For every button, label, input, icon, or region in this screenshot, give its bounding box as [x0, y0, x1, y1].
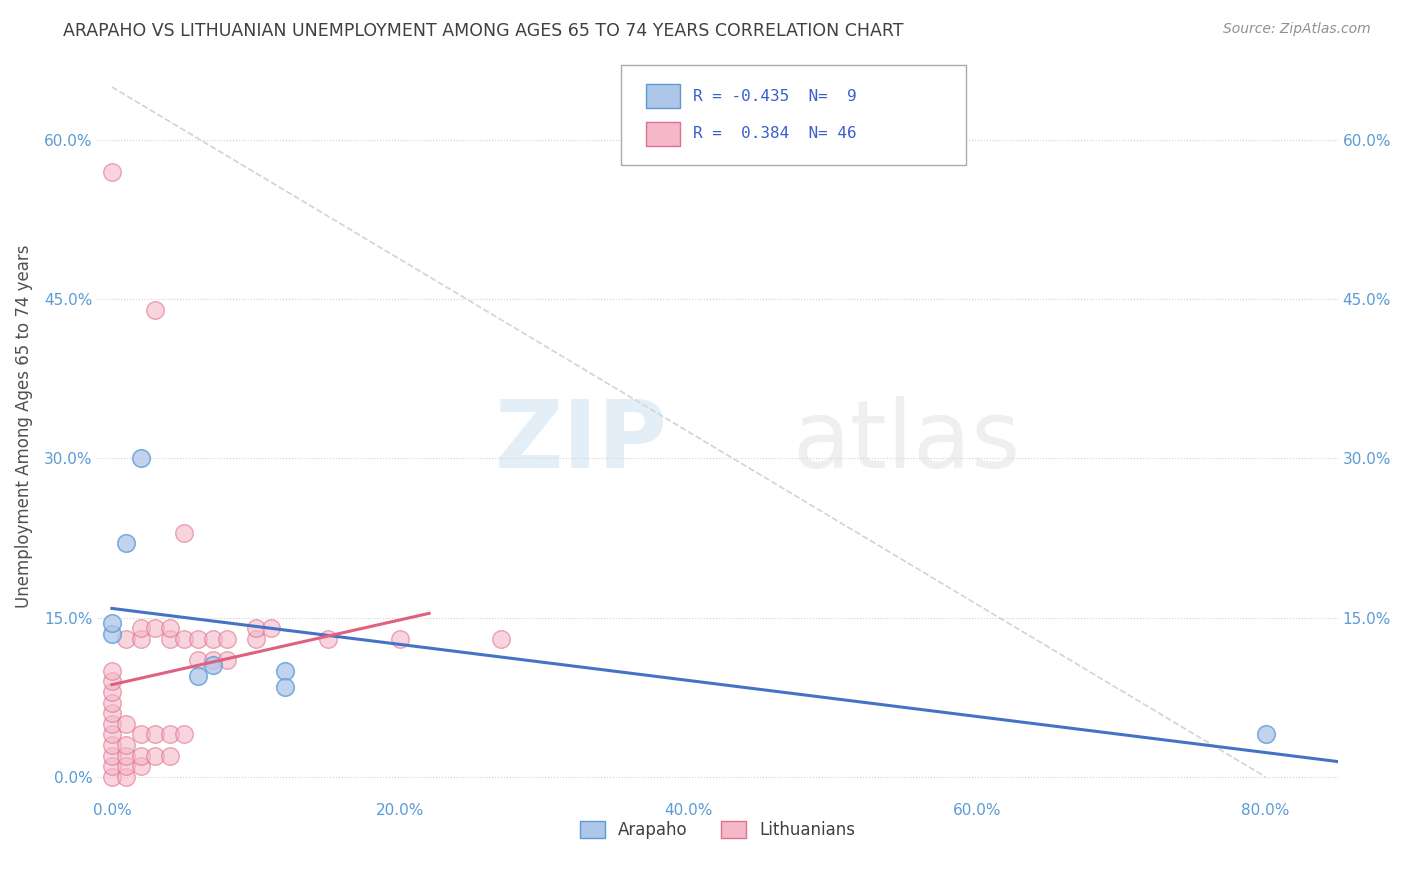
Point [389, 632, 412, 646]
Point [274, 664, 297, 678]
Point [101, 770, 124, 784]
Point [187, 632, 209, 646]
Point [201, 653, 224, 667]
Point [115, 738, 138, 752]
Point [173, 727, 195, 741]
Bar [645, 122, 681, 145]
FancyBboxPatch shape [621, 65, 966, 165]
Point [115, 748, 138, 763]
Point [115, 770, 138, 784]
Text: R =  0.384  N= 46: R = 0.384 N= 46 [693, 127, 856, 141]
Point [316, 632, 339, 646]
Point [101, 685, 124, 699]
Point [115, 716, 138, 731]
Point [259, 621, 281, 635]
Point [159, 727, 181, 741]
Point [1254, 727, 1277, 741]
Point [217, 632, 239, 646]
Point [187, 653, 209, 667]
Point [129, 759, 152, 773]
Point [143, 621, 166, 635]
Text: atlas: atlas [792, 395, 1021, 488]
Text: Source: ZipAtlas.com: Source: ZipAtlas.com [1223, 22, 1371, 37]
Point [187, 669, 209, 683]
Point [101, 674, 124, 689]
Point [101, 748, 124, 763]
Point [159, 632, 181, 646]
Point [129, 632, 152, 646]
Legend: Arapaho, Lithuanians: Arapaho, Lithuanians [574, 814, 862, 846]
Point [143, 748, 166, 763]
Point [129, 621, 152, 635]
Point [129, 727, 152, 741]
Point [245, 621, 267, 635]
Point [101, 626, 124, 640]
Point [201, 658, 224, 673]
Point [129, 451, 152, 466]
Text: R = -0.435  N=  9: R = -0.435 N= 9 [693, 88, 856, 103]
Text: ZIP: ZIP [495, 395, 668, 488]
Point [101, 738, 124, 752]
Point [101, 716, 124, 731]
Y-axis label: Unemployment Among Ages 65 to 74 years: Unemployment Among Ages 65 to 74 years [15, 245, 32, 608]
Point [101, 696, 124, 710]
Point [115, 759, 138, 773]
Point [159, 621, 181, 635]
Point [201, 632, 224, 646]
Point [129, 748, 152, 763]
Text: ARAPAHO VS LITHUANIAN UNEMPLOYMENT AMONG AGES 65 TO 74 YEARS CORRELATION CHART: ARAPAHO VS LITHUANIAN UNEMPLOYMENT AMONG… [63, 22, 904, 40]
Point [173, 632, 195, 646]
Point [101, 706, 124, 721]
Point [274, 680, 297, 694]
Point [159, 748, 181, 763]
Point [101, 615, 124, 630]
Point [101, 165, 124, 179]
Point [143, 302, 166, 317]
Point [115, 536, 138, 550]
Point [217, 653, 239, 667]
Point [115, 632, 138, 646]
Point [143, 727, 166, 741]
Point [245, 632, 267, 646]
Point [491, 632, 513, 646]
Point [101, 759, 124, 773]
Point [173, 525, 195, 540]
Point [101, 727, 124, 741]
Point [101, 664, 124, 678]
Bar [645, 84, 681, 108]
